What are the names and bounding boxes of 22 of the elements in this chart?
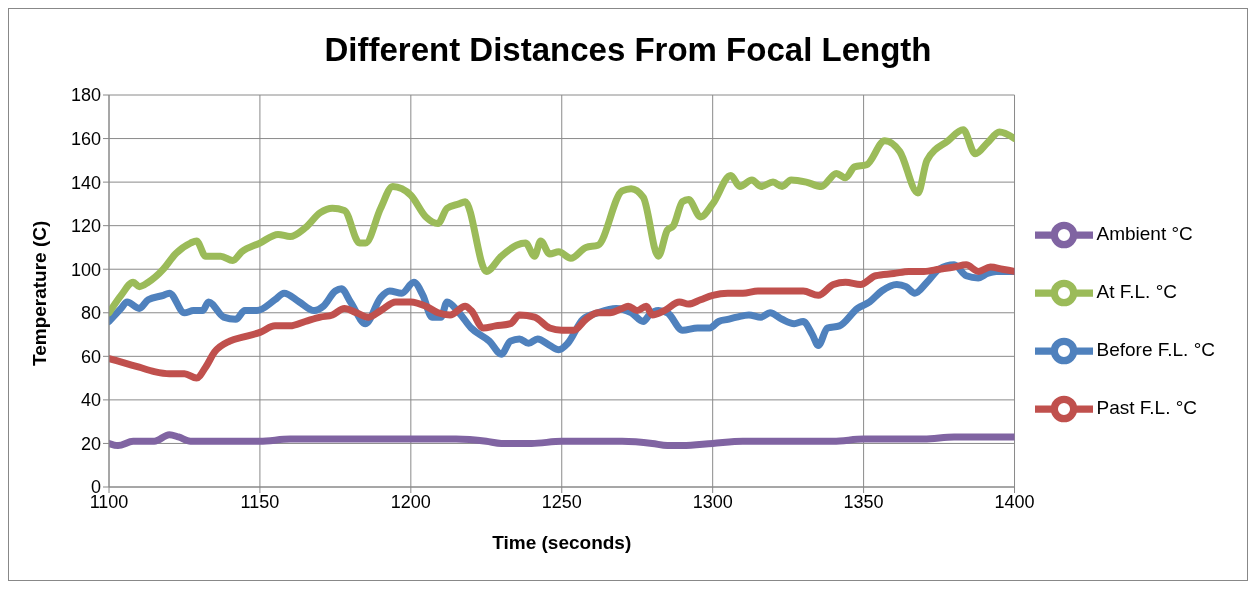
y-tick-label: 60	[80, 346, 101, 367]
legend-label: Ambient °C	[1096, 223, 1193, 245]
y-tick-label: 100	[70, 259, 101, 280]
legend-label: Past F.L. °C	[1096, 397, 1198, 419]
y-tick-label: 80	[80, 303, 101, 324]
y-axis-title: Temperature (C)	[28, 220, 50, 366]
x-axis-title: Time (seconds)	[492, 532, 632, 553]
y-tick-label: 140	[70, 172, 101, 193]
y-tick-label: 180	[70, 85, 101, 106]
chart-title: Different Distances From Focal Length	[323, 30, 933, 68]
legend-label: At F.L. °C	[1096, 281, 1177, 303]
y-tick-label: 40	[80, 390, 101, 411]
y-tick-label: 20	[80, 433, 101, 454]
x-tick-label: 1350	[843, 491, 884, 512]
x-tick-label: 1300	[692, 491, 733, 512]
x-tick-label: 1200	[390, 491, 431, 512]
x-tick-label: 1250	[541, 491, 582, 512]
x-tick-label: 1400	[994, 491, 1035, 512]
y-tick-label: 120	[70, 216, 101, 237]
y-tick-label: 160	[70, 128, 101, 149]
x-tick-label: 1150	[240, 491, 280, 512]
legend-label: Before F.L. °C	[1096, 339, 1215, 361]
